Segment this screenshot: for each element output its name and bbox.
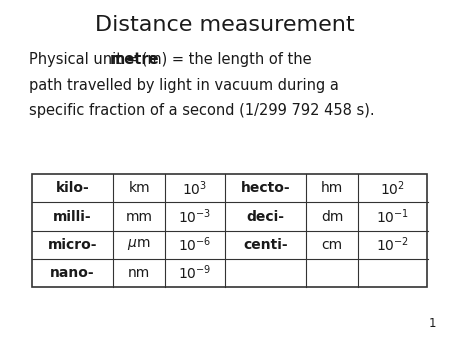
Text: $10^{-6}$: $10^{-6}$ xyxy=(178,236,212,254)
Text: specific fraction of a second (1/299 792 458 s).: specific fraction of a second (1/299 792… xyxy=(29,103,375,118)
Text: $10^{2}$: $10^{2}$ xyxy=(380,179,405,197)
Text: (m) = the length of the: (m) = the length of the xyxy=(137,52,312,67)
Text: mm: mm xyxy=(126,210,153,223)
Text: centi-: centi- xyxy=(243,238,288,252)
Text: $10^{-1}$: $10^{-1}$ xyxy=(376,207,410,226)
Text: metre: metre xyxy=(109,52,159,67)
Text: hm: hm xyxy=(321,181,343,195)
Text: $10^{-2}$: $10^{-2}$ xyxy=(376,236,410,254)
Text: micro-: micro- xyxy=(48,238,97,252)
Bar xyxy=(32,174,427,287)
Text: Distance measurement: Distance measurement xyxy=(95,15,355,35)
Text: nano-: nano- xyxy=(50,266,94,280)
Text: 1: 1 xyxy=(429,317,436,330)
Text: kilo-: kilo- xyxy=(55,181,89,195)
Text: $10^{-3}$: $10^{-3}$ xyxy=(178,207,212,226)
Text: nm: nm xyxy=(128,266,150,280)
Text: $\mu$m: $\mu$m xyxy=(127,237,151,252)
Text: milli-: milli- xyxy=(53,210,92,223)
Text: dm: dm xyxy=(321,210,343,223)
Text: $10^{3}$: $10^{3}$ xyxy=(182,179,207,197)
Text: $10^{-9}$: $10^{-9}$ xyxy=(178,264,212,283)
Text: path travelled by light in vacuum during a: path travelled by light in vacuum during… xyxy=(29,78,339,93)
Text: km: km xyxy=(128,181,150,195)
Text: Physical unit =: Physical unit = xyxy=(29,52,144,67)
Text: hecto-: hecto- xyxy=(241,181,290,195)
Text: deci-: deci- xyxy=(247,210,284,223)
Text: cm: cm xyxy=(322,238,343,252)
